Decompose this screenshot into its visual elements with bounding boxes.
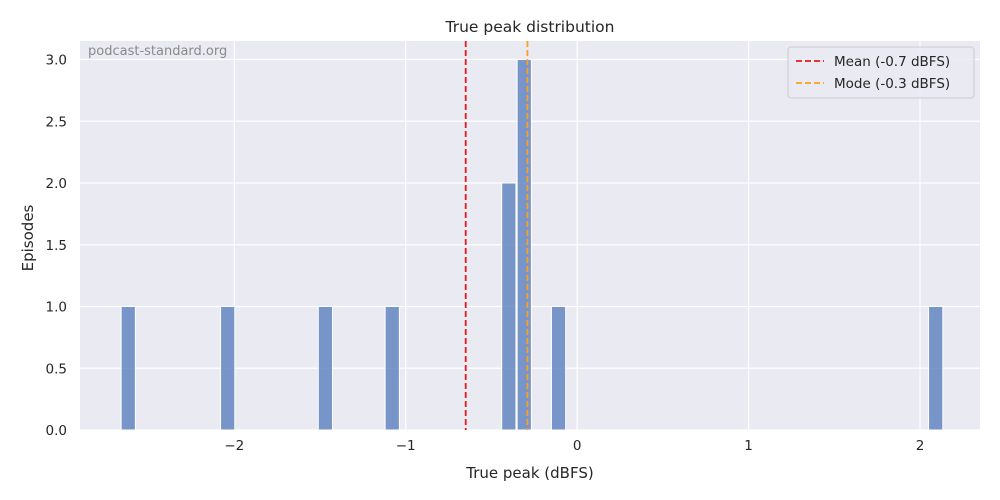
chart-title: True peak distribution	[445, 18, 615, 36]
y-tick-label: 1.0	[46, 300, 67, 316]
x-tick-label: 0	[573, 438, 582, 454]
legend-entry: Mode (-0.3 dBFS)	[834, 76, 950, 92]
histogram-bar	[120, 306, 136, 431]
histogram-bar	[516, 59, 532, 431]
histogram-bar	[550, 306, 567, 431]
x-axis-ticks: −2 −1 0 1 2	[224, 438, 924, 454]
legend-box	[787, 46, 975, 99]
x-tick-label: 2	[916, 438, 925, 454]
y-tick-label: 1.5	[46, 238, 67, 254]
histogram-bar	[501, 182, 517, 431]
y-tick-label: 2.0	[46, 176, 67, 192]
y-tick-label: 0.5	[46, 361, 67, 377]
x-tick-label: −1	[396, 438, 416, 454]
histogram-bars	[120, 59, 944, 431]
y-tick-label: 0.0	[46, 423, 67, 439]
x-axis-label: True peak (dBFS)	[465, 464, 593, 482]
y-tick-label: 2.5	[46, 114, 67, 130]
y-axis-label: Episodes	[19, 204, 37, 271]
histogram-bar	[317, 306, 334, 431]
y-axis-ticks: 0.0 0.5 1.0 1.5 2.0 2.5 3.0	[46, 53, 67, 439]
legend: Mean (-0.7 dBFS) Mode (-0.3 dBFS)	[787, 46, 975, 99]
x-tick-label: −2	[224, 438, 244, 454]
histogram-bar	[220, 306, 236, 431]
x-tick-label: 1	[744, 438, 753, 454]
legend-entry: Mean (-0.7 dBFS)	[834, 54, 950, 70]
histogram-bar	[384, 306, 400, 431]
reference-lines	[464, 41, 529, 430]
watermark-text: podcast-standard.org	[88, 44, 227, 59]
histogram-bar	[928, 306, 944, 431]
y-tick-label: 3.0	[46, 53, 67, 69]
